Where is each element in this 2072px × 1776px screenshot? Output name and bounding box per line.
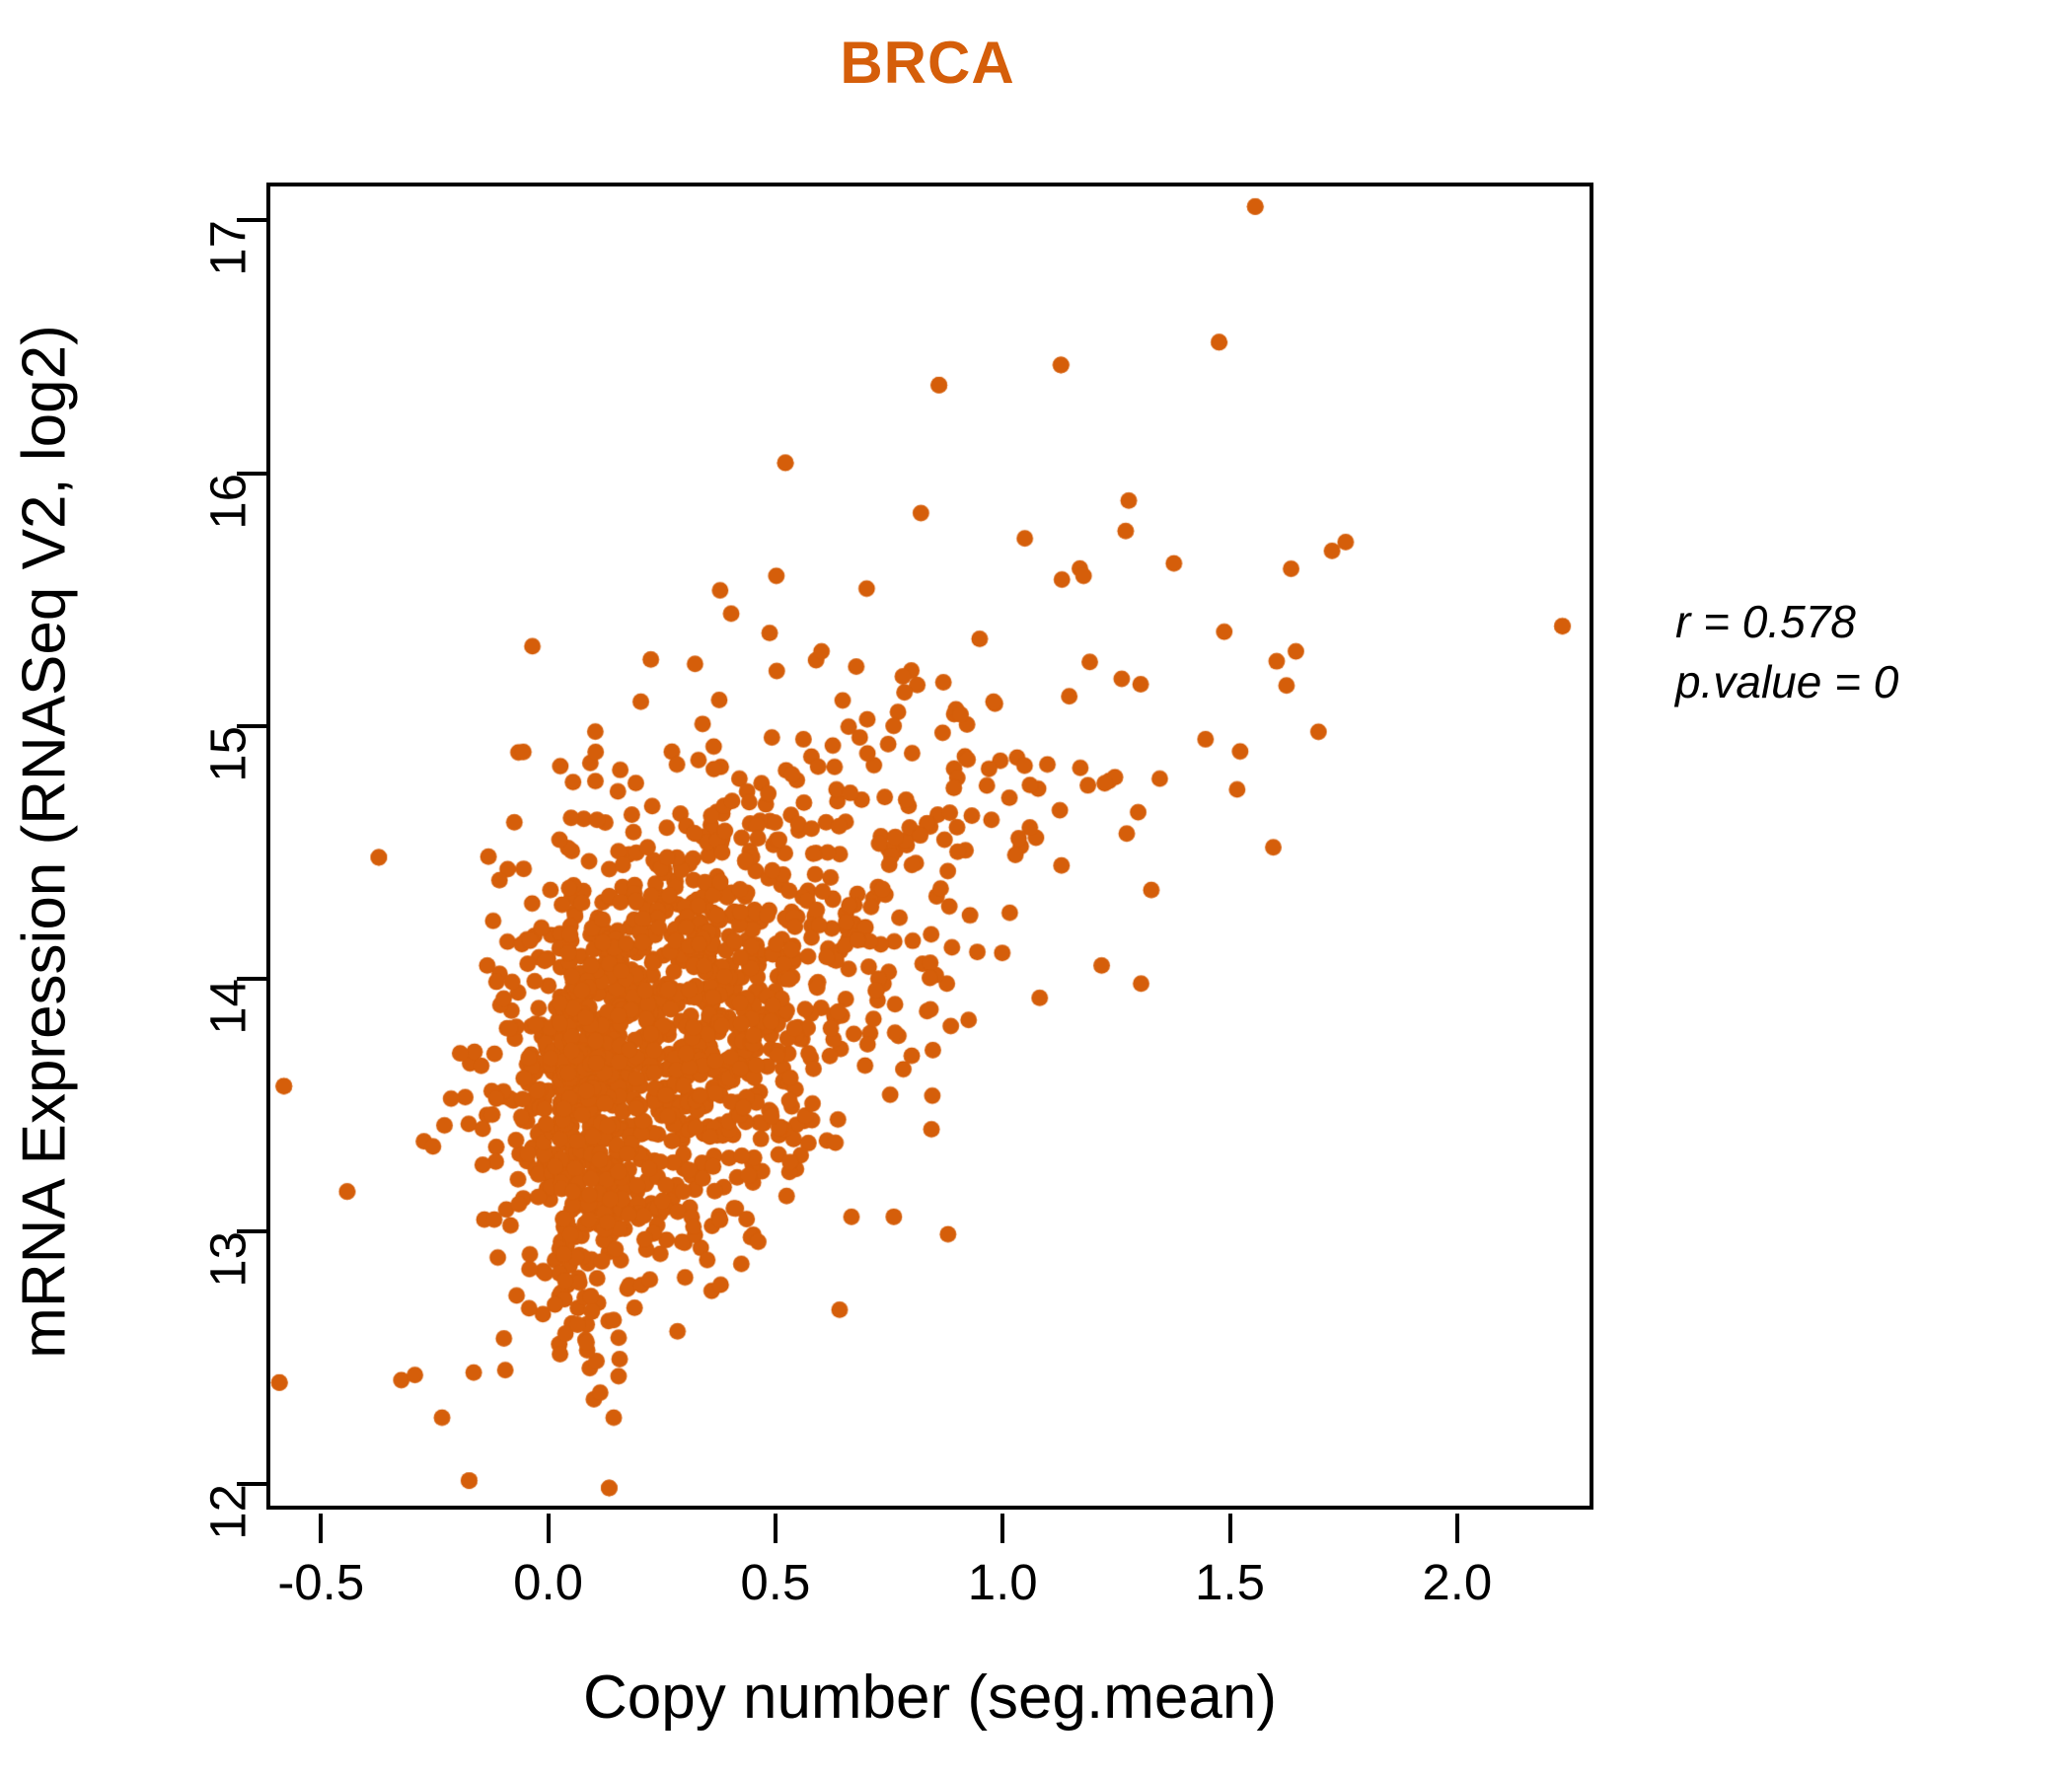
y-tick-label: 17 <box>200 220 257 277</box>
y-tick-mark <box>237 471 266 476</box>
x-axis-label: Copy number (seg.mean) <box>583 1664 1277 1732</box>
x-tick-label: 1.0 <box>967 1554 1038 1610</box>
y-axis-label-wrapper: mRNA Expression (RNASeq V2, log2) <box>0 183 89 1510</box>
stats-annotation: r = 0.578 p.value = 0 <box>1675 592 1898 711</box>
page-title: BRCA <box>840 30 1015 96</box>
x-tick-label: 0.5 <box>740 1554 811 1610</box>
x-tick-mark <box>773 1514 777 1543</box>
x-tick-mark <box>1000 1514 1005 1543</box>
y-tick-label: 15 <box>200 725 257 782</box>
y-tick-label: 16 <box>200 473 257 530</box>
y-tick-label: 14 <box>200 979 257 1035</box>
pvalue-value: p.value = 0 <box>1675 655 1899 707</box>
x-tick-mark <box>546 1514 551 1543</box>
y-tick-mark <box>237 218 266 223</box>
y-tick-label: 13 <box>200 1231 257 1288</box>
x-tick-mark <box>1454 1514 1459 1543</box>
x-tick-label: 0.0 <box>513 1554 584 1610</box>
plot-area <box>266 183 1593 1510</box>
y-tick-mark <box>237 1482 266 1487</box>
scatter-plot-canvas <box>270 186 1590 1506</box>
x-tick-label: -0.5 <box>277 1554 365 1610</box>
y-tick-mark <box>237 977 266 981</box>
y-tick-mark <box>237 723 266 728</box>
y-tick-mark <box>237 1229 266 1234</box>
x-tick-mark <box>319 1514 324 1543</box>
correlation-value: r = 0.578 <box>1675 596 1856 647</box>
x-tick-mark <box>1227 1514 1232 1543</box>
x-tick-label: 1.5 <box>1195 1554 1265 1610</box>
x-tick-label: 2.0 <box>1422 1554 1493 1610</box>
y-axis-label: mRNA Expression (RNASeq V2, log2) <box>10 324 79 1359</box>
y-tick-label: 12 <box>200 1484 257 1541</box>
